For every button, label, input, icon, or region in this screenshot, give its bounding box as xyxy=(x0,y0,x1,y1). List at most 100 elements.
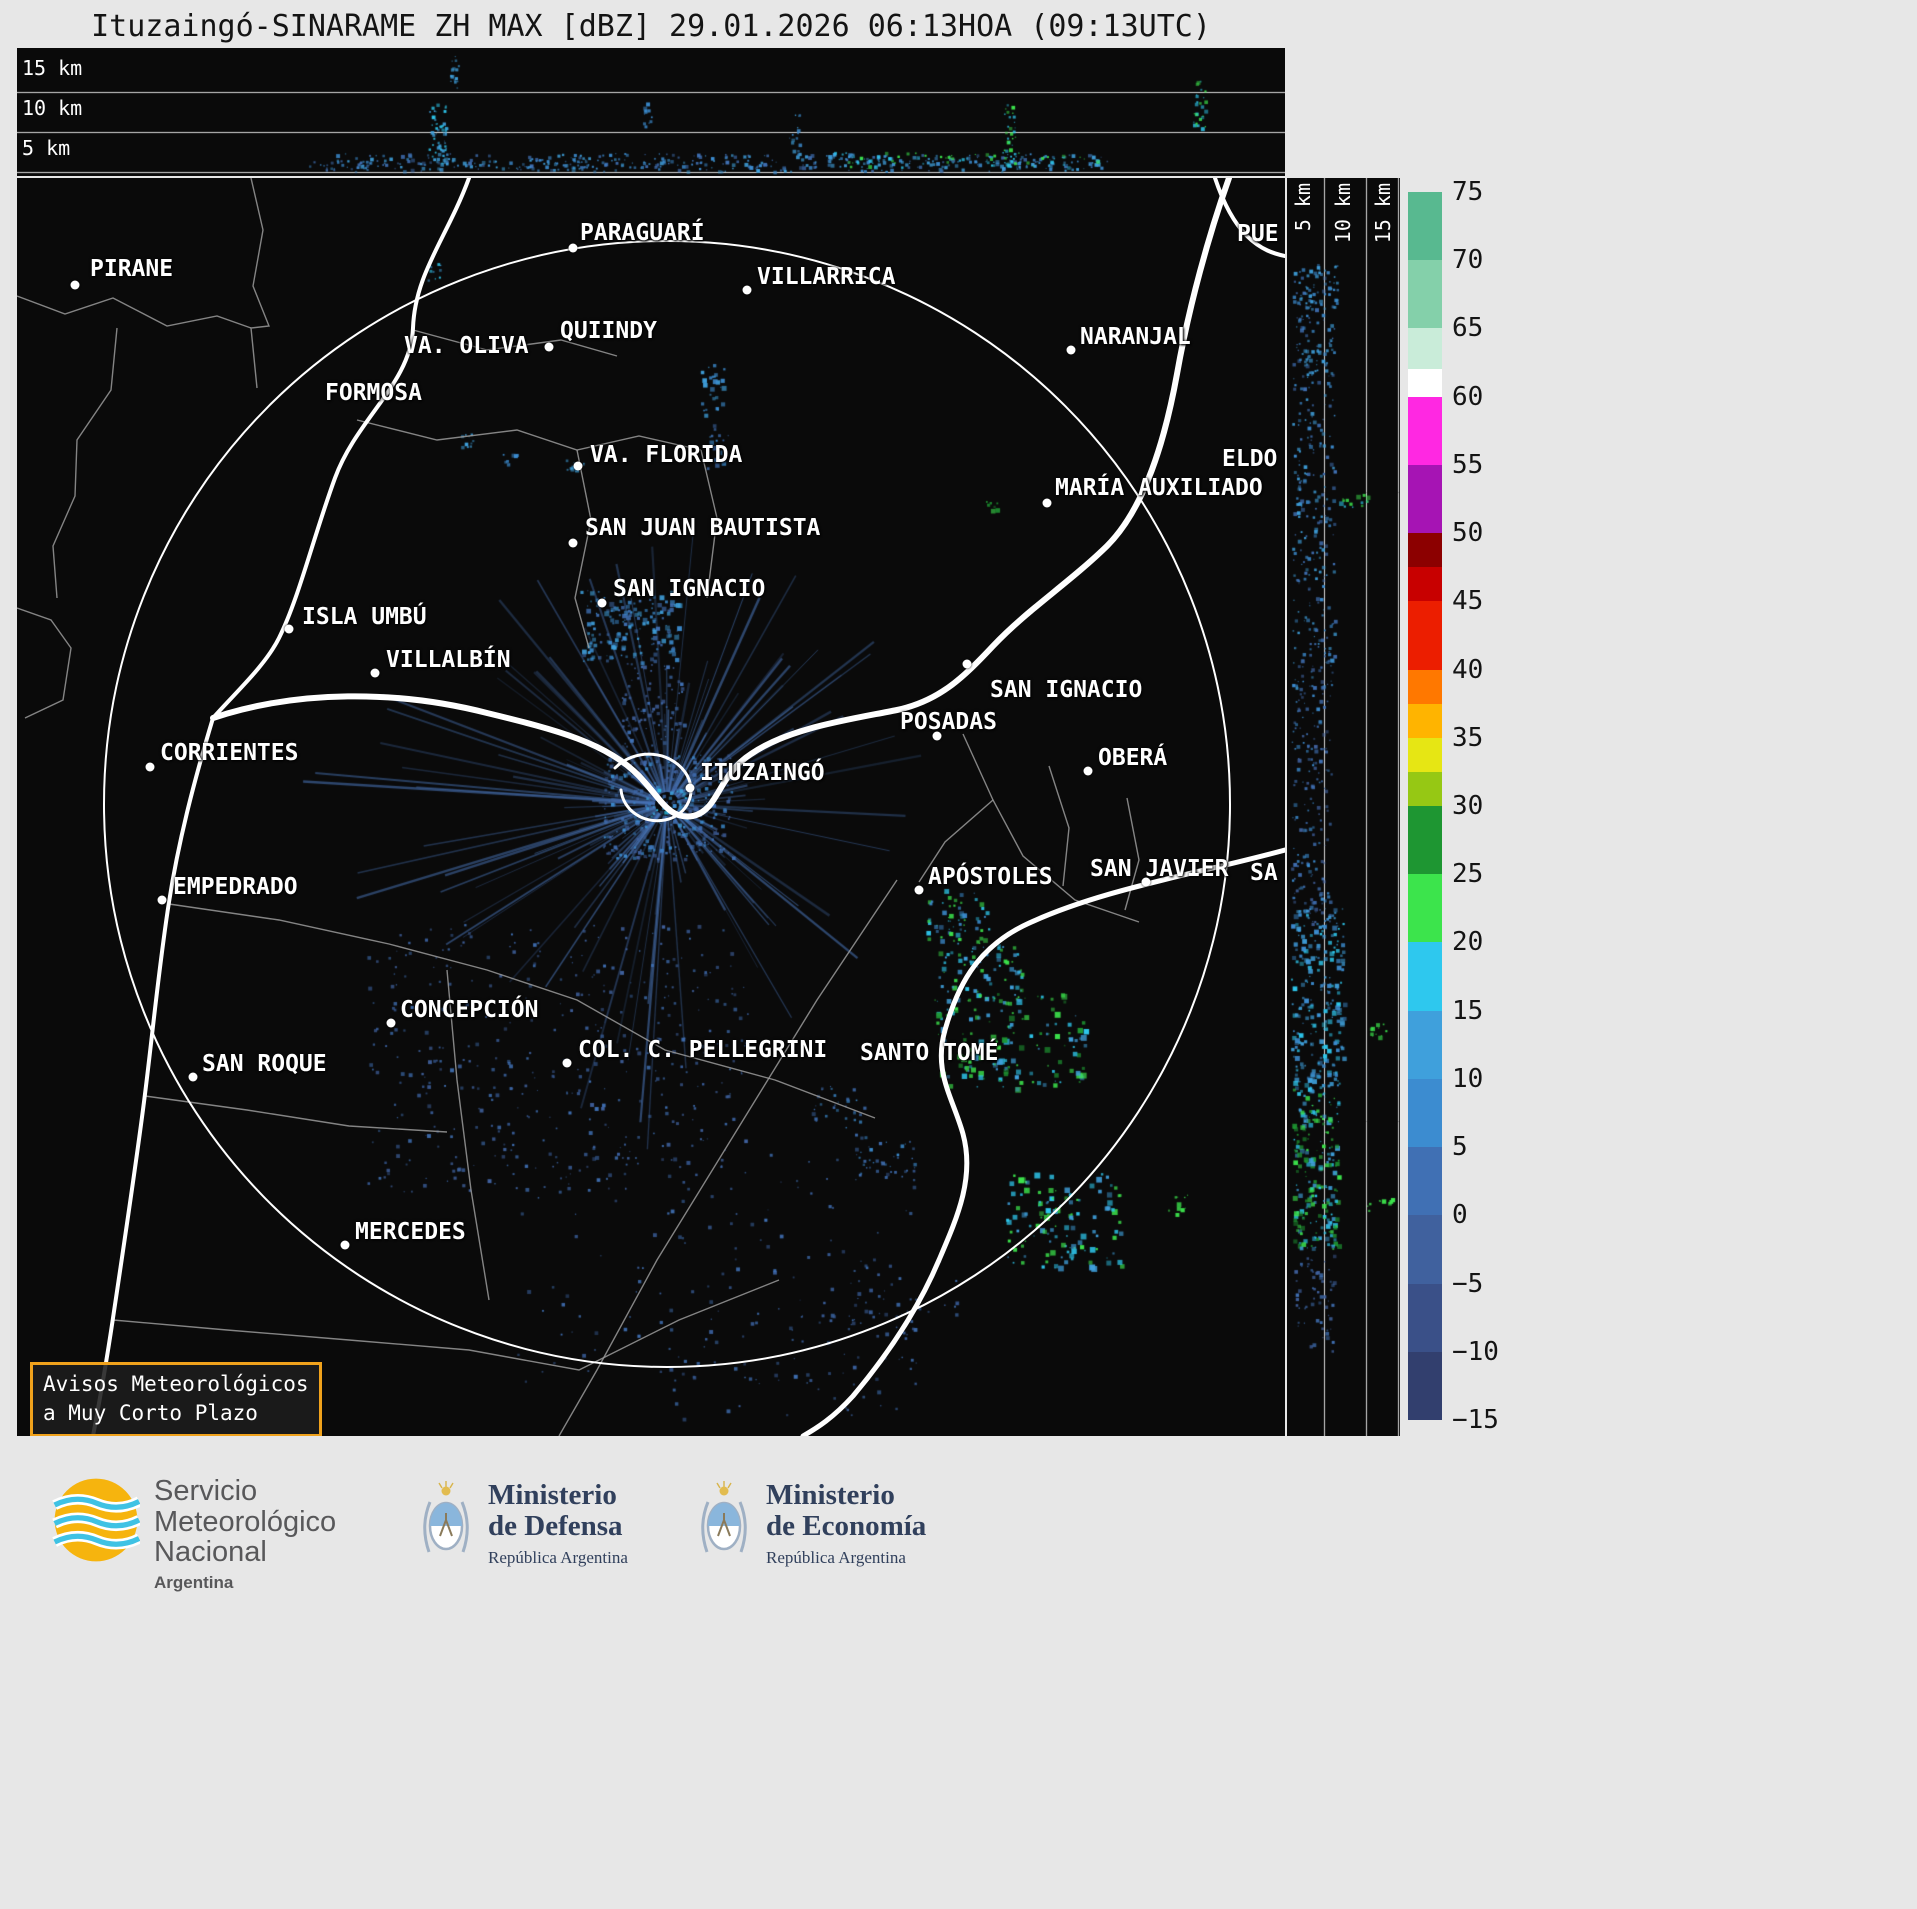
admin-boundary-line xyxy=(356,419,702,451)
colorbar-tick: 70 xyxy=(1452,245,1484,276)
city-label: MERCEDES xyxy=(355,1219,466,1245)
height-axis-label: 15 km xyxy=(22,56,83,80)
city-marker xyxy=(597,598,607,608)
admin-boundary-line xyxy=(112,1279,780,1371)
ministry-sub-label: República Argentina xyxy=(766,1547,906,1567)
city-label: SAN JUAN BAUTISTA xyxy=(585,515,821,541)
admin-boundary-line xyxy=(700,449,718,599)
colorbar-tick: 10 xyxy=(1452,1063,1484,1094)
map-geo-layer xyxy=(17,178,1285,1436)
smn-logo-icon xyxy=(52,1478,140,1562)
city-label: VILLARRICA xyxy=(757,264,896,290)
colorbar-segment xyxy=(1408,1010,1442,1079)
smn-logo-text: Servicio Meteorológico Nacional Argentin… xyxy=(154,1476,336,1593)
city-marker xyxy=(157,895,167,905)
colorbar-segment xyxy=(1408,567,1442,602)
smn-name-line: Servicio xyxy=(154,1475,258,1507)
colorbar-tick: 75 xyxy=(1452,177,1484,207)
colorbar-segment xyxy=(1408,260,1442,329)
ministry-name-line: Ministerio xyxy=(488,1479,617,1511)
height-axis-label: 10 km xyxy=(22,96,83,120)
colorbar xyxy=(1408,192,1442,1420)
city-label: CONCEPCIÓN xyxy=(400,997,539,1023)
ministry-economia-text: Ministerio de Economía República Argenti… xyxy=(766,1479,927,1568)
ministry-defensa-text: Ministerio de Defensa República Argentin… xyxy=(488,1479,628,1568)
city-layer: PIRANE PARAGUARÍ VILLARRICA QUIINDY VA. OLIV… xyxy=(17,178,1285,1436)
city-label: COL. C. PELLEGRINI xyxy=(578,1037,828,1063)
river-line xyxy=(800,847,1285,1436)
colorbar-tick: 50 xyxy=(1452,518,1484,549)
city-label: PIRANE xyxy=(90,256,174,282)
city-label: EMPEDRADO xyxy=(173,874,298,900)
admin-boundary-line xyxy=(962,733,1140,923)
colorbar-segment xyxy=(1408,192,1442,261)
city-label: APÓSTOLES xyxy=(928,864,1053,890)
city-marker xyxy=(1141,877,1151,887)
city-label: OBERÁ xyxy=(1098,745,1168,771)
admin-boundary-line xyxy=(574,449,592,649)
river-line xyxy=(1213,178,1285,258)
river-line xyxy=(210,178,1232,820)
colorbar-segment xyxy=(1408,369,1442,397)
city-label: SAN IGNACIO xyxy=(613,576,766,602)
city-marker xyxy=(1042,498,1052,508)
colorbar-tick: 60 xyxy=(1452,381,1484,412)
city-label: QUIINDY xyxy=(560,318,657,344)
colorbar-segment xyxy=(1408,533,1442,568)
product-title: Ituzaingó-SINARAME ZH MAX [dBZ] 29.01.20… xyxy=(91,9,1211,44)
city-label: SA xyxy=(1250,860,1278,886)
colorbar-segment xyxy=(1408,328,1442,370)
admin-boundary-line xyxy=(918,799,994,883)
colorbar-tick: 20 xyxy=(1452,927,1484,958)
city-label: VILLALBÍN xyxy=(386,647,511,673)
colorbar-segment xyxy=(1408,806,1442,875)
admin-boundary-line xyxy=(558,879,898,1436)
admin-boundary-line xyxy=(168,903,876,1119)
colorbar-segment xyxy=(1408,1351,1442,1420)
colorbar-segment xyxy=(1408,942,1442,1011)
height-axis-label: 5 km xyxy=(1291,183,1315,232)
colorbar-tick: 15 xyxy=(1452,995,1484,1026)
colorbar-segment xyxy=(1408,874,1442,943)
coat-of-arms-icon xyxy=(423,1481,469,1553)
colorbar-tick: 65 xyxy=(1452,313,1484,344)
admin-boundary-line xyxy=(17,295,252,329)
city-marker xyxy=(544,342,554,352)
river-line xyxy=(211,178,471,720)
city-marker xyxy=(685,783,695,793)
city-marker xyxy=(284,624,294,634)
admin-boundary-line xyxy=(250,178,270,389)
colorbar-segment xyxy=(1408,1215,1442,1284)
city-label: SAN ROQUE xyxy=(202,1051,327,1077)
river-line xyxy=(613,752,693,823)
warning-badge[interactable]: Avisos Meteorológicos a Muy Corto Plazo xyxy=(30,1362,322,1436)
radar-map-panel: Avisos Meteorológicos a Muy Corto Plazo … xyxy=(17,178,1285,1436)
height-axis-label: 5 km xyxy=(22,136,71,160)
city-label: PUE xyxy=(1237,221,1279,247)
colorbar-segment xyxy=(1408,771,1442,806)
colorbar-segment xyxy=(1408,464,1442,534)
city-marker xyxy=(932,731,942,741)
colorbar-tick: −10 xyxy=(1452,1336,1499,1367)
right-height-profile-panel: 5 km 10 km 15 km xyxy=(1287,178,1400,1436)
colorbar-tick: 0 xyxy=(1452,1200,1468,1231)
city-marker xyxy=(1083,766,1093,776)
admin-boundary-line xyxy=(446,969,490,1301)
city-marker xyxy=(562,1058,572,1068)
colorbar-segment xyxy=(1408,1078,1442,1148)
river-line xyxy=(91,716,215,1436)
colorbar-tick: 5 xyxy=(1452,1132,1468,1163)
colorbar-segment xyxy=(1408,396,1442,465)
footer: Servicio Meteorológico Nacional Argentin… xyxy=(0,1436,1917,1909)
ministry-name-line: de Economía xyxy=(766,1510,927,1543)
city-label: NARANJAL xyxy=(1080,324,1191,350)
ministry-name-line: Ministerio xyxy=(766,1479,895,1511)
coat-of-arms-icon xyxy=(701,1481,747,1553)
height-axis-label: 15 km xyxy=(1371,183,1395,244)
smn-logo-block: Servicio Meteorológico Nacional Argentin… xyxy=(52,1476,336,1593)
colorbar-segment xyxy=(1408,601,1442,670)
city-marker xyxy=(386,1018,396,1028)
admin-boundary-line xyxy=(144,1095,448,1133)
city-marker xyxy=(573,461,583,471)
